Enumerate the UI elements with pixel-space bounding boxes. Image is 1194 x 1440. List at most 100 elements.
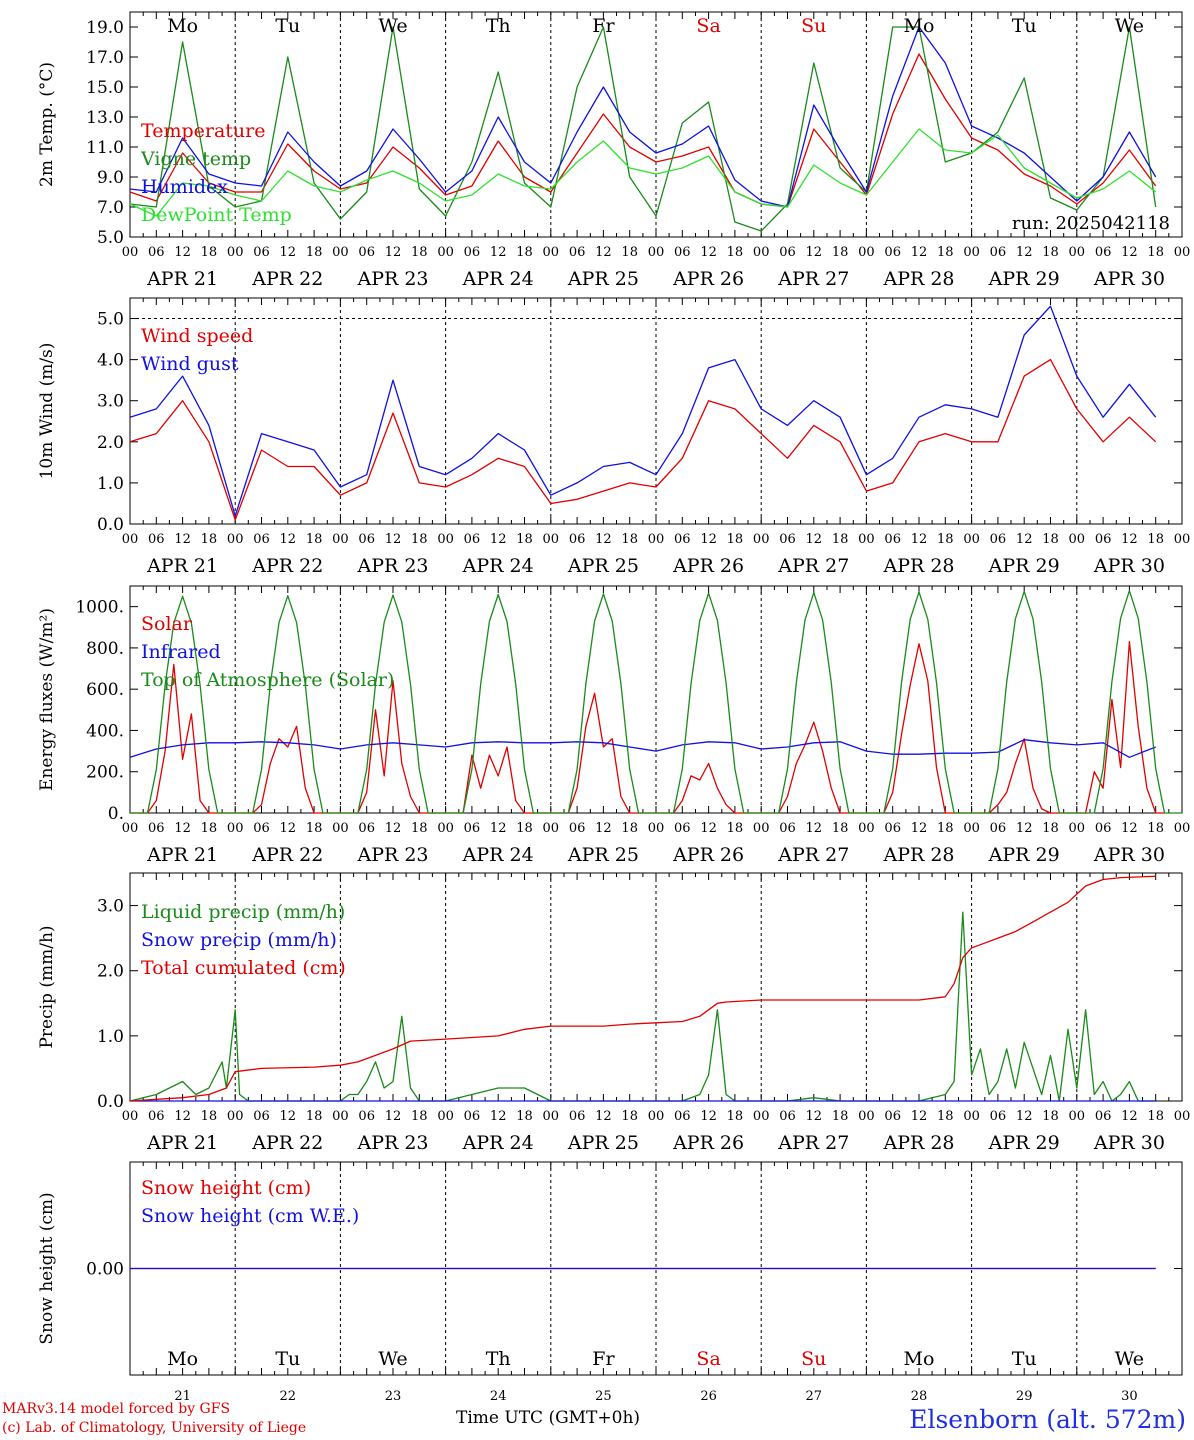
- hour-label: 12: [385, 821, 402, 836]
- hour-label: 00: [963, 821, 980, 836]
- hour-label: 00: [1174, 1109, 1191, 1124]
- day-number-label: 28: [911, 1389, 928, 1404]
- hour-label: 00: [963, 1109, 980, 1124]
- date-label: APR 24: [462, 555, 534, 577]
- day-number-label: 22: [280, 1389, 297, 1404]
- hour-label: 12: [385, 532, 402, 547]
- hour-label: 12: [595, 1109, 612, 1124]
- hour-label: 12: [280, 245, 297, 260]
- legend-entry: Temperature: [141, 120, 265, 142]
- date-label: APR 26: [672, 844, 744, 866]
- hour-label: 06: [1095, 1109, 1112, 1124]
- hour-label: 06: [884, 821, 901, 836]
- date-label: APR 22: [251, 844, 323, 866]
- date-label: APR 23: [356, 268, 428, 290]
- hour-label: 18: [1147, 245, 1164, 260]
- date-label: APR 30: [1093, 555, 1165, 577]
- hour-label: 06: [779, 532, 796, 547]
- hour-label: 00: [543, 532, 560, 547]
- date-label: APR 28: [882, 844, 954, 866]
- y-tick-label: 15.0: [86, 78, 124, 98]
- hour-label: 18: [621, 1109, 638, 1124]
- hour-label: 12: [1121, 821, 1138, 836]
- date-label: APR 27: [777, 268, 849, 290]
- y-axis-label: 2m Temp. (°C): [37, 62, 57, 187]
- hour-label: 18: [201, 532, 218, 547]
- lab-credit: (c) Lab. of Climatology, University of L…: [2, 1420, 307, 1436]
- y-tick-label: 13.0: [86, 108, 124, 128]
- weekday-label: Sa: [696, 15, 720, 37]
- y-tick-label: 4.0: [97, 351, 124, 371]
- hour-label: 18: [306, 245, 323, 260]
- hour-label: 06: [358, 245, 375, 260]
- series-infrared: [129, 739, 1156, 758]
- hour-label: 06: [358, 532, 375, 547]
- date-label: APR 29: [988, 268, 1060, 290]
- hour-label: 06: [464, 1109, 481, 1124]
- hour-label: 00: [648, 532, 665, 547]
- y-tick-label: 1.0: [97, 474, 124, 494]
- series-wind-speed: [129, 358, 1157, 521]
- weekday-label: Mo: [904, 15, 935, 37]
- day-number-label: 29: [1016, 1389, 1033, 1404]
- hour-label: 06: [1095, 245, 1112, 260]
- model-credit: MARv3.14 model forced by GFS: [2, 1401, 231, 1417]
- date-label: APR 25: [567, 555, 639, 577]
- hour-label: 00: [122, 532, 139, 547]
- y-tick-label: 7.0: [97, 198, 124, 218]
- date-label: APR 26: [672, 555, 744, 577]
- date-label: APR 23: [356, 555, 428, 577]
- date-label: APR 28: [882, 1132, 954, 1154]
- hour-ticks: [129, 1162, 1183, 1375]
- panel-1: 5.0 7.0 9.0 11.0 13.0 15.0 17.0 19.0 2m Temp. (°…: [37, 11, 1191, 290]
- y-tick-label: 0.: [108, 804, 124, 824]
- weekday-label: Tu: [1012, 1348, 1037, 1370]
- hour-label: 00: [332, 532, 349, 547]
- hour-label: 18: [516, 1109, 533, 1124]
- y-tick-label: 3.0: [97, 897, 124, 917]
- hour-label: 18: [1147, 1109, 1164, 1124]
- hour-label: 18: [727, 821, 744, 836]
- panel-2: 0.0 1.0 2.0 3.0 4.0 5.0 10m Wind (m/s) Wind spe…: [37, 297, 1190, 577]
- hour-label: 00: [332, 1109, 349, 1124]
- y-tick-label: 200.: [86, 763, 124, 783]
- hour-label: 00: [122, 1109, 139, 1124]
- time-axis-label: Time UTC (GMT+0h): [456, 1408, 641, 1428]
- hour-label: 00: [648, 1109, 665, 1124]
- hour-label: 18: [411, 532, 428, 547]
- hour-label: 00: [437, 1109, 454, 1124]
- hour-label: 18: [516, 821, 533, 836]
- date-label: APR 21: [146, 555, 218, 577]
- y-tick-label: 0.0: [97, 1092, 124, 1112]
- hour-label: 18: [727, 245, 744, 260]
- series-vigne-temp: [129, 26, 1157, 232]
- hour-label: 18: [1042, 245, 1059, 260]
- hour-label: 12: [595, 532, 612, 547]
- hour-label: 12: [490, 1109, 507, 1124]
- date-label: APR 29: [988, 844, 1060, 866]
- hour-label: 12: [911, 245, 928, 260]
- hour-label: 00: [858, 821, 875, 836]
- hour-label: 18: [1042, 1109, 1059, 1124]
- hour-label: 18: [937, 245, 954, 260]
- legend-entry: Infrared: [141, 641, 221, 663]
- hour-label: 12: [385, 245, 402, 260]
- day-number-label: 25: [595, 1389, 612, 1404]
- y-axis-label: 10m Wind (m/s): [37, 343, 57, 480]
- hour-label: 00: [753, 245, 770, 260]
- y-tick-label: 17.0: [86, 48, 124, 68]
- hour-label: 18: [411, 245, 428, 260]
- hour-label: 00: [858, 245, 875, 260]
- hour-label: 18: [306, 532, 323, 547]
- series-wind-gust: [129, 305, 1157, 517]
- hour-label: 12: [385, 1109, 402, 1124]
- weekday-label: We: [378, 1348, 407, 1370]
- hour-label: 18: [621, 532, 638, 547]
- date-label: APR 24: [462, 1132, 534, 1154]
- hour-label: 12: [806, 1109, 823, 1124]
- series-top-of-atmosphere-solar-: [130, 590, 1182, 814]
- date-label: APR 21: [146, 1132, 218, 1154]
- hour-label: 00: [1174, 245, 1191, 260]
- hour-label: 12: [911, 821, 928, 836]
- y-axis-label: Snow height (cm): [37, 1192, 57, 1344]
